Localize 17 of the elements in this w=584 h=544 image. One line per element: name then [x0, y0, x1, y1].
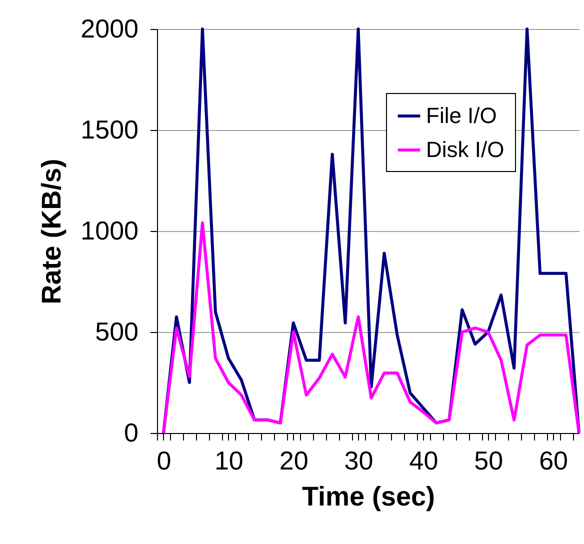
x-tick-label: 60 [539, 446, 568, 476]
y-tick-label: 0 [124, 418, 138, 448]
x-tick-label: 40 [409, 446, 438, 476]
legend-label: Disk I/O [426, 137, 504, 162]
x-tick-label: 20 [279, 446, 308, 476]
y-tick-label: 2000 [80, 14, 138, 44]
y-axis-title: Rate (KB/s) [36, 158, 67, 304]
x-tick-label: 30 [344, 446, 374, 476]
line-series [162, 221, 580, 434]
x-tick-label: 10 [214, 446, 244, 476]
y-tick-label: 1000 [80, 216, 138, 246]
y-tick-label: 1500 [80, 114, 138, 144]
x-axis-title: Time (sec) [302, 482, 436, 512]
legend-label: File I/O [426, 103, 497, 128]
y-tick-label: 500 [95, 316, 138, 346]
x-tick-label: 50 [474, 446, 504, 476]
x-tick-label: 0 [156, 446, 172, 476]
